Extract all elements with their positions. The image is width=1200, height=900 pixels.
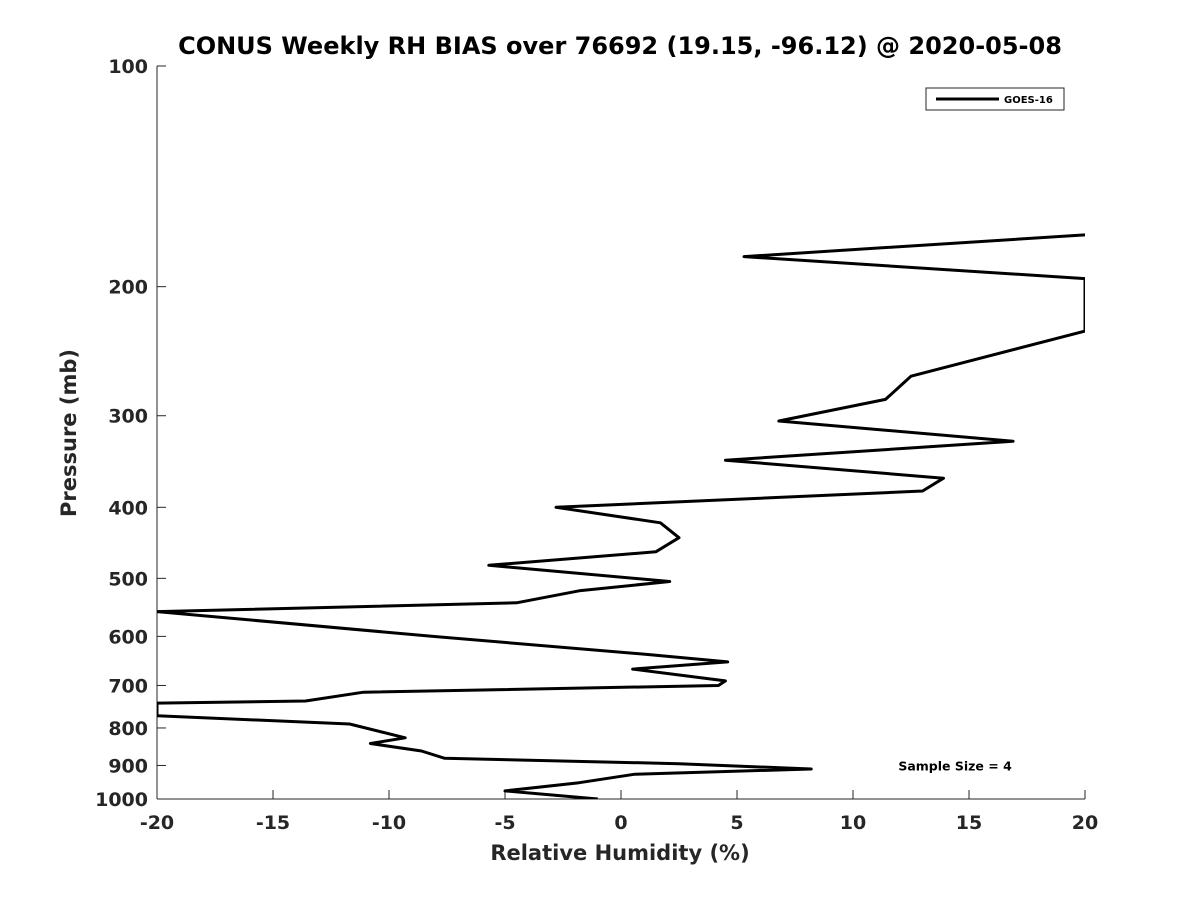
- plot-area: -20 -15 -10 -5 0 5 10 15 20 100 200 300 400 500 600 700…: [95, 56, 1098, 834]
- y-tick-label: 100: [108, 56, 148, 78]
- y-tick-label: 300: [108, 406, 148, 428]
- x-tick-label: 20: [1072, 812, 1098, 834]
- y-tick-label: 900: [108, 755, 148, 777]
- y-tick-label: 600: [108, 626, 148, 648]
- x-tick-label: 0: [614, 812, 627, 834]
- chart-title: CONUS Weekly RH BIAS over 76692 (19.15, …: [178, 32, 1062, 60]
- y-axis-label: Pressure (mb): [57, 349, 81, 517]
- x-tick-label: -10: [372, 812, 406, 834]
- x-tick-label: 10: [840, 812, 866, 834]
- y-tick-label: 500: [108, 568, 148, 590]
- y-tick-label: 1000: [95, 789, 148, 811]
- sample-size-annotation: Sample Size = 4: [898, 758, 1012, 773]
- x-axis-label: Relative Humidity (%): [490, 841, 749, 865]
- y-tick-label: 800: [108, 718, 148, 740]
- legend-entry-label: GOES-16: [1004, 95, 1053, 106]
- y-tick-label: 400: [108, 497, 148, 519]
- x-tick-label: 5: [730, 812, 743, 834]
- series-line-goes-16: [157, 233, 1085, 799]
- x-tick-label: -20: [140, 812, 174, 834]
- x-tick-label: 15: [956, 812, 982, 834]
- x-tick-label: -15: [256, 812, 290, 834]
- y-tick-label: 700: [108, 675, 148, 697]
- x-tick-label: -5: [494, 812, 515, 834]
- y-tick-label: 200: [108, 277, 148, 299]
